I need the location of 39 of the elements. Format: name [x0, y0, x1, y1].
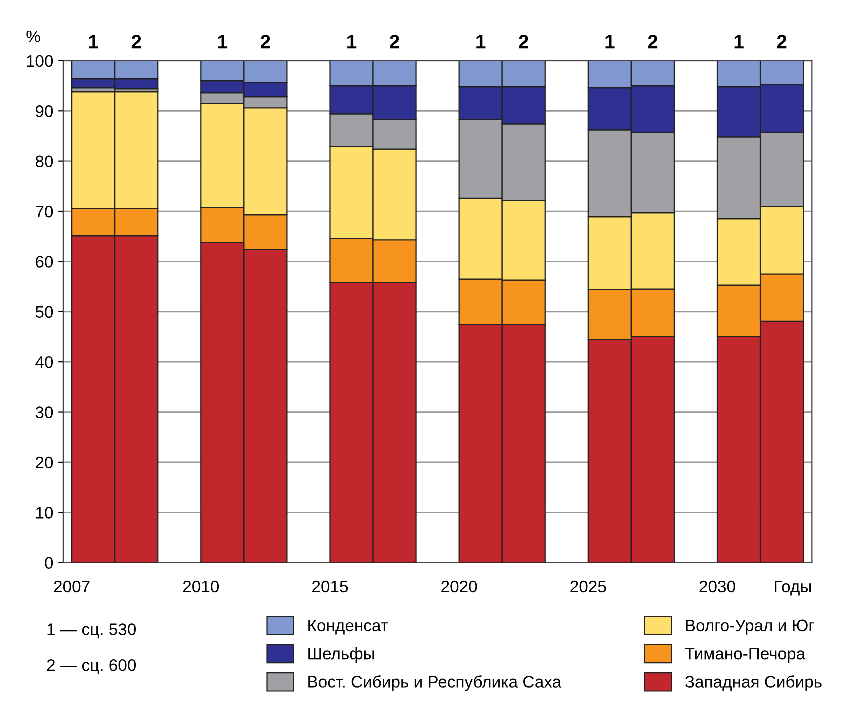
y-tick-label: 30 [36, 406, 54, 418]
legend-label: Шельфы [308, 648, 374, 664]
x-tick-label: 2 [390, 35, 400, 49]
legend-label: Тимано-Печора [685, 648, 806, 664]
text: 2030 [700, 580, 736, 593]
x-tick-label: 2 [260, 35, 270, 49]
y-tick-label: 10 [36, 507, 54, 519]
legend-label: Волго-Урал и Юг [686, 620, 814, 635]
y-axis-title: % [26, 30, 40, 43]
legend-label: Конденсат [308, 620, 388, 635]
y-tick-label: 50 [36, 306, 54, 318]
text: 2007 [54, 580, 90, 593]
x-tick-label: 1 [348, 35, 357, 49]
text: 1 — сц. 530 [48, 624, 136, 639]
text: 2 — сц. 600 [47, 659, 136, 674]
y-tick-label: 70 [36, 206, 54, 218]
text: 2015 [312, 580, 348, 593]
y-tick-label: 40 [36, 356, 54, 368]
y-tick-label: 20 [36, 456, 54, 469]
x-tick-label: 1 [476, 35, 486, 49]
x-tick-label: 2 [519, 35, 528, 49]
x-tick-label: 1 [606, 35, 615, 49]
legend-label: Вост. Сибирь и Республика Саха [308, 676, 562, 692]
x-tick-label: 1 [89, 35, 98, 49]
text: 2025 [570, 580, 606, 593]
x-tick-label: 2 [648, 35, 658, 49]
y-tick-label: 100 [27, 55, 54, 68]
x-tick-label: 1 [218, 35, 228, 49]
y-tick-label: 90 [36, 106, 54, 118]
text: 2010 [183, 580, 220, 593]
text: Годы [775, 581, 812, 596]
y-tick-label: 60 [36, 256, 54, 268]
text: 2020 [442, 580, 478, 593]
x-tick-label: 2 [777, 35, 787, 49]
x-tick-label: 1 [734, 35, 744, 49]
legend-label: Западная Сибирь [685, 676, 822, 692]
y-tick-label: 80 [36, 156, 54, 168]
y-tick-label: 0 [45, 557, 54, 570]
x-tick-label: 2 [132, 35, 142, 49]
